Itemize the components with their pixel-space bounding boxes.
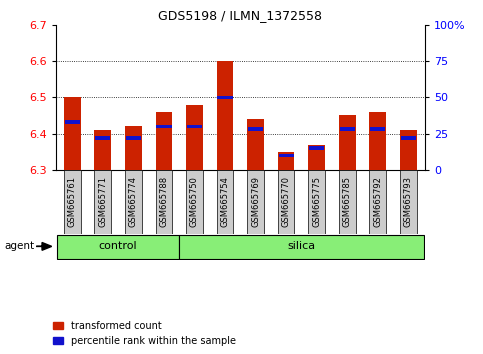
Bar <box>247 119 264 170</box>
Text: GSM665750: GSM665750 <box>190 176 199 227</box>
Bar <box>248 127 263 131</box>
FancyBboxPatch shape <box>64 170 81 234</box>
Text: control: control <box>99 241 138 251</box>
Bar <box>187 125 202 128</box>
Bar <box>279 154 294 157</box>
Bar <box>126 136 141 140</box>
Bar <box>309 146 324 150</box>
Bar <box>65 120 80 124</box>
FancyBboxPatch shape <box>125 170 142 234</box>
Bar <box>156 112 172 170</box>
Bar <box>156 125 171 128</box>
FancyBboxPatch shape <box>339 170 355 234</box>
Text: GSM665774: GSM665774 <box>129 176 138 227</box>
Text: agent: agent <box>5 241 35 251</box>
FancyBboxPatch shape <box>95 170 111 234</box>
Bar <box>125 126 142 170</box>
FancyBboxPatch shape <box>400 170 417 234</box>
Bar <box>370 127 385 131</box>
Bar <box>217 61 233 170</box>
Text: GSM665793: GSM665793 <box>404 176 413 227</box>
Text: GSM665761: GSM665761 <box>68 176 77 227</box>
FancyBboxPatch shape <box>369 170 386 234</box>
Text: GSM665788: GSM665788 <box>159 176 169 227</box>
Text: GSM665770: GSM665770 <box>282 176 291 227</box>
FancyBboxPatch shape <box>247 170 264 234</box>
Bar <box>339 115 355 170</box>
Text: GSM665754: GSM665754 <box>221 176 229 227</box>
Bar <box>278 152 295 170</box>
FancyBboxPatch shape <box>179 235 424 259</box>
Text: GSM665775: GSM665775 <box>312 176 321 227</box>
Bar <box>186 104 203 170</box>
FancyBboxPatch shape <box>308 170 325 234</box>
Bar <box>369 112 386 170</box>
Text: GDS5198 / ILMN_1372558: GDS5198 / ILMN_1372558 <box>158 9 322 22</box>
Text: GSM665792: GSM665792 <box>373 176 382 227</box>
Bar <box>401 136 416 140</box>
Bar <box>95 130 111 170</box>
FancyBboxPatch shape <box>156 170 172 234</box>
Legend: transformed count, percentile rank within the sample: transformed count, percentile rank withi… <box>53 321 236 346</box>
Bar <box>400 130 417 170</box>
Text: silica: silica <box>287 241 315 251</box>
FancyBboxPatch shape <box>217 170 233 234</box>
Bar <box>217 96 233 99</box>
Bar <box>340 127 355 131</box>
Bar <box>95 136 111 140</box>
Bar <box>64 97 81 170</box>
FancyBboxPatch shape <box>278 170 295 234</box>
FancyBboxPatch shape <box>186 170 203 234</box>
Bar <box>308 144 325 170</box>
Text: GSM665785: GSM665785 <box>342 176 352 227</box>
FancyBboxPatch shape <box>57 235 179 259</box>
Text: GSM665769: GSM665769 <box>251 176 260 227</box>
Text: GSM665771: GSM665771 <box>99 176 107 227</box>
